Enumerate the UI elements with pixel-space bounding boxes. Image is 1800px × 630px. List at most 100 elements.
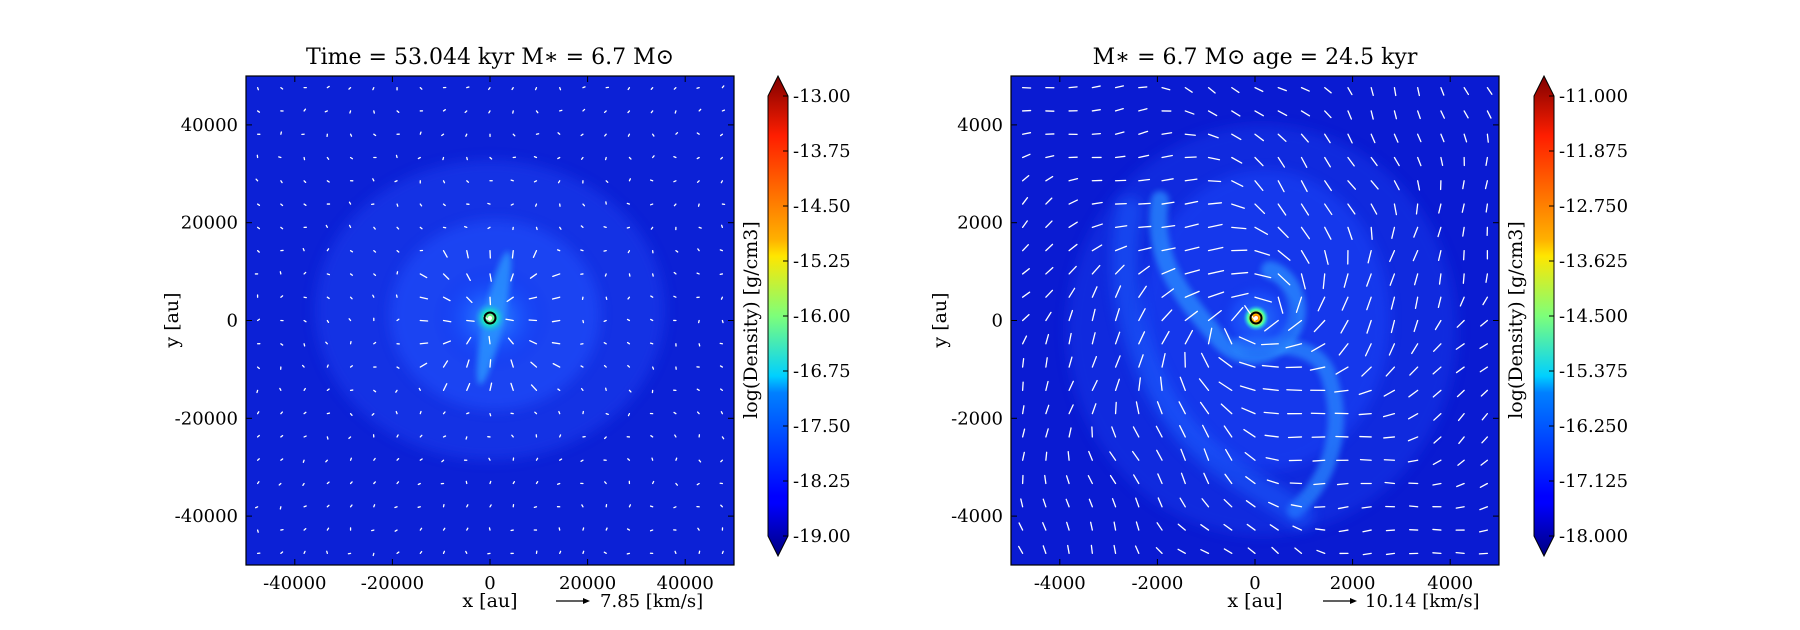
right-velocity-arrow <box>1455 366 1465 374</box>
left-velocity-arrow <box>627 86 631 91</box>
left-velocity-arrow <box>466 527 469 531</box>
right-velocity-arrow <box>1045 289 1054 298</box>
left-xtick-label: -20000 <box>361 573 424 594</box>
right-velocity-arrow <box>1161 178 1174 182</box>
left-velocity-arrow <box>348 201 352 205</box>
left-velocity-arrow <box>373 341 377 345</box>
right-velocity-arrow <box>1266 479 1279 485</box>
right-velocity-arrow <box>1159 376 1163 392</box>
left-velocity-arrow <box>505 318 514 322</box>
right-velocity-arrow <box>1218 356 1233 368</box>
left-ytick-label: -20000 <box>175 408 238 429</box>
right-velocity-arrow <box>1132 426 1140 438</box>
right-colorbar-tick-label: -16.250 <box>1559 416 1628 437</box>
left-velocity-arrow <box>696 482 700 486</box>
left-velocity-arrow <box>698 108 702 112</box>
left-velocity-arrow <box>719 388 724 392</box>
left-velocity-arrow <box>626 226 631 229</box>
left-velocity-arrow <box>325 341 328 345</box>
right-velocity-arrow <box>1417 110 1421 120</box>
right-velocity-arrow <box>1479 482 1489 488</box>
right-velocity-arrow <box>1322 273 1326 290</box>
right-velocity-arrow <box>1277 86 1287 92</box>
right-velocity-arrow <box>1207 133 1219 139</box>
right-velocity-arrow <box>1207 156 1221 161</box>
left-y-axis: 40000 20000 0 -20000 -40000 <box>175 115 734 527</box>
left-velocity-arrow <box>673 506 677 509</box>
right-velocity-arrow <box>1161 201 1175 205</box>
right-velocity-arrow <box>1393 110 1398 120</box>
right-velocity-arrow <box>1091 264 1101 275</box>
right-velocity-arrow <box>1021 244 1029 252</box>
right-velocity-arrow <box>1254 203 1266 215</box>
right-velocity-arrow <box>1231 86 1240 94</box>
left-panel: Time = 53.044 kyr M∗ = 6.7 M⊙ -40000 -200… <box>161 45 851 612</box>
right-velocity-arrow <box>1231 292 1249 298</box>
left-velocity-arrow <box>396 481 400 485</box>
right-velocity-arrow <box>1409 366 1419 376</box>
left-colorbar-tick-label: -14.50 <box>793 196 851 217</box>
left-xtick-label: 20000 <box>559 573 616 594</box>
left-velocity-arrow <box>488 527 491 531</box>
right-ytick-label: 0 <box>992 311 1003 332</box>
right-velocity-arrow <box>1324 110 1332 119</box>
right-velocity-arrow <box>1045 380 1049 392</box>
right-velocity-arrow <box>1138 202 1151 205</box>
right-velocity-arrow <box>1359 458 1372 461</box>
left-velocity-arrow <box>464 225 468 229</box>
left-velocity-arrow <box>326 85 330 89</box>
right-velocity-arrow <box>1138 154 1150 159</box>
left-velocity-arrow <box>603 364 607 368</box>
right-velocity-arrow <box>1180 448 1186 461</box>
left-velocity-arrow <box>373 504 376 508</box>
left-velocity-arrow <box>489 504 492 508</box>
left-velocity-arrow <box>627 296 631 300</box>
left-velocity-arrow <box>442 340 452 345</box>
left-velocity-arrow <box>326 527 330 531</box>
right-velocity-arrow <box>1277 156 1286 168</box>
right-velocity-arrow <box>1231 156 1243 164</box>
right-velocity-arrow <box>1277 203 1287 216</box>
left-velocity-arrow <box>530 384 538 392</box>
left-colorbar-ticks: -13.00 -13.75 -14.50 -15.25 -16.00 -16.75 -17.… <box>783 86 851 547</box>
right-velocity-arrow <box>1091 308 1096 322</box>
left-velocity-arrow <box>325 224 328 229</box>
left-velocity-arrow <box>559 226 562 230</box>
left-velocity-arrow <box>325 459 328 463</box>
left-velocity-arrow <box>396 226 400 230</box>
right-velocity-arrow <box>1138 377 1141 392</box>
left-velocity-arrow <box>628 156 632 160</box>
left-velocity-arrow <box>488 335 491 345</box>
left-velocity-arrow <box>652 133 655 137</box>
right-velocity-arrow <box>1390 296 1396 310</box>
left-velocity-arrow <box>674 434 677 438</box>
right-velocity-arrow <box>1389 273 1396 286</box>
right-title: M∗ = 6.7 M⊙ age = 24.5 kyr <box>1093 45 1418 70</box>
right-velocity-arrow <box>1224 448 1233 461</box>
right-velocity-arrow <box>1254 296 1272 303</box>
right-velocity-arrow <box>1485 273 1489 283</box>
right-velocity-arrow <box>1366 273 1372 287</box>
right-velocity-arrow <box>1135 401 1140 415</box>
right-ytick-label: -4000 <box>951 506 1003 527</box>
left-velocity-arrow <box>442 156 445 161</box>
right-velocity-arrow <box>1138 285 1147 298</box>
left-velocity-arrow <box>696 272 700 275</box>
right-velocity-arrow <box>1334 389 1349 393</box>
right-velocity-arrow <box>1456 389 1465 398</box>
right-xlabel: x [au] <box>1227 590 1282 612</box>
right-velocity-arrow <box>1021 405 1025 415</box>
right-velocity-arrow <box>1271 546 1279 555</box>
left-velocity-arrow <box>280 343 284 346</box>
right-velocity-arrow <box>1408 505 1419 508</box>
right-velocity-arrow <box>1265 457 1279 461</box>
left-colorbar-tick-label: -13.75 <box>793 141 851 162</box>
right-colorbar-tick-label: -14.500 <box>1559 306 1628 327</box>
right-velocity-arrow <box>1068 309 1074 322</box>
left-velocity-arrow <box>349 457 353 461</box>
right-velocity-arrow <box>1021 268 1030 275</box>
right-velocity-arrow <box>1385 529 1396 532</box>
left-ytick-label: 0 <box>227 311 238 332</box>
right-velocity-arrow <box>1177 548 1186 555</box>
right-velocity-arrow <box>1440 133 1445 143</box>
